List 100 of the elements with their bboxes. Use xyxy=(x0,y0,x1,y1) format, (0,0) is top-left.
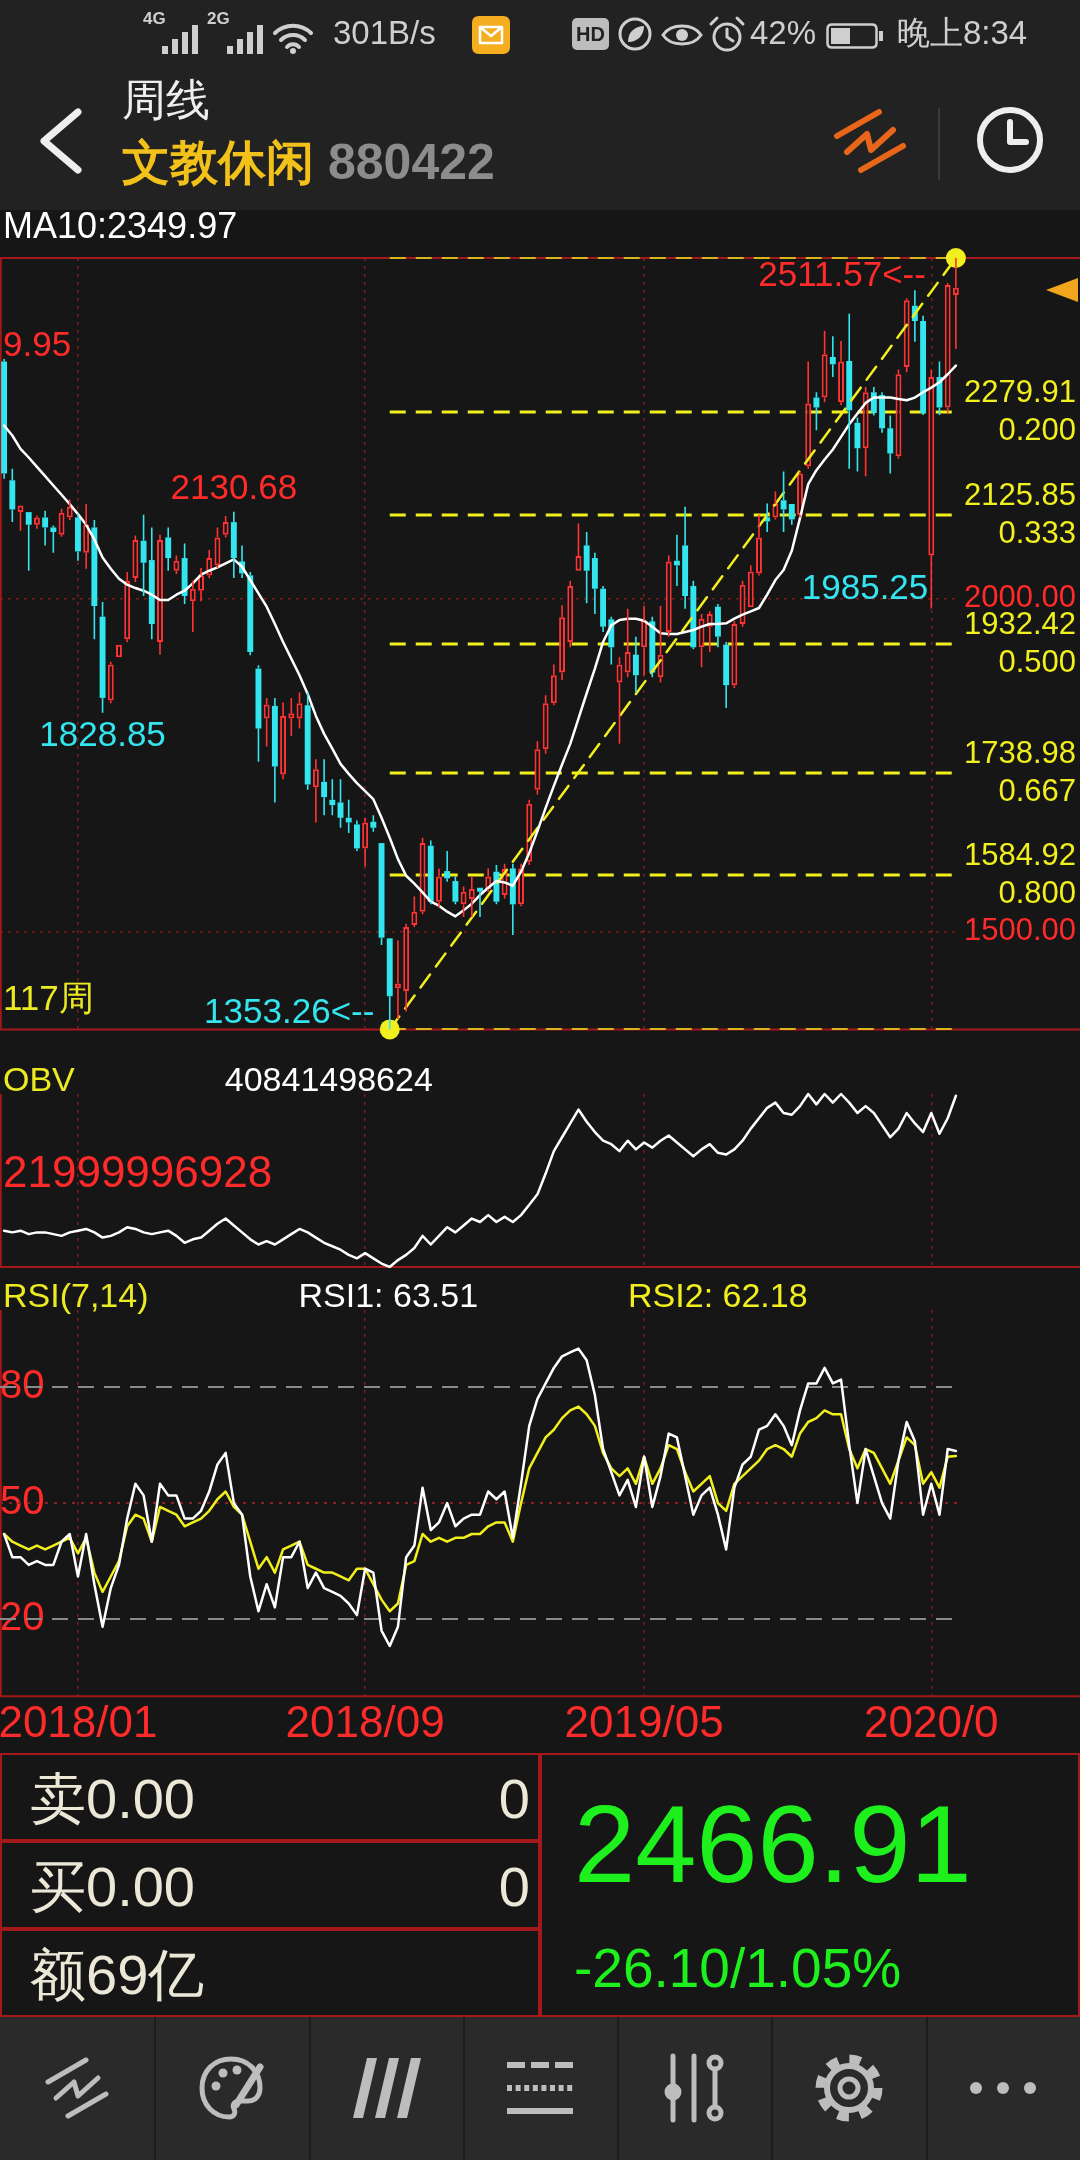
chart-subtitle: 文教休闲 880422 xyxy=(122,133,495,192)
candlestick xyxy=(665,554,672,638)
candlestick xyxy=(838,340,844,406)
text: 2G xyxy=(207,9,230,29)
candlestick xyxy=(477,887,483,918)
candlestick xyxy=(427,839,434,906)
candlestick xyxy=(821,330,828,404)
candlestick xyxy=(723,641,730,709)
candlestick xyxy=(731,620,738,689)
text: 2466.91 xyxy=(574,1782,972,1905)
candlestick xyxy=(222,515,229,539)
candlestick xyxy=(747,564,754,608)
chart-title: RSI(7,14) xyxy=(3,1276,149,1315)
candlestick xyxy=(33,514,40,530)
candlestick xyxy=(386,938,393,1031)
candlestick xyxy=(805,360,812,470)
annotation: 2130.68 xyxy=(170,466,298,506)
x-tick-label: 2020/0 xyxy=(863,1696,999,1746)
candlestick xyxy=(247,571,254,657)
candlestick xyxy=(944,282,951,414)
candlestick xyxy=(411,895,418,928)
annotation: 9.95 xyxy=(3,324,72,364)
candlestick xyxy=(542,694,549,755)
y-tick-label: 20 xyxy=(0,1593,45,1638)
candlestick xyxy=(419,836,426,916)
x-tick-label: 2019/05 xyxy=(564,1696,724,1746)
candlestick xyxy=(641,605,648,677)
candlestick xyxy=(271,697,278,804)
y-tick-label: 1500.00 xyxy=(964,912,1077,948)
annotation: 1353.26<-- xyxy=(204,990,375,1030)
candlestick xyxy=(583,531,590,605)
candlestick xyxy=(157,533,163,656)
candlestick xyxy=(920,314,927,416)
candlestick xyxy=(25,512,32,572)
candlestick xyxy=(181,542,188,605)
candlestick xyxy=(263,697,270,748)
candlestick xyxy=(173,554,180,575)
candlestick xyxy=(321,758,328,816)
candlestick xyxy=(739,579,746,628)
candlestick xyxy=(780,470,787,533)
y-tick-label: 50 xyxy=(0,1478,45,1523)
annotation: 1985.25 xyxy=(801,567,929,607)
ref-line-label: 2279.91 0.200 xyxy=(963,374,1076,448)
chart-title: 周线 xyxy=(122,74,210,126)
candlestick xyxy=(66,498,73,521)
candlestick xyxy=(682,505,689,610)
x-tick-label: 2018/01 xyxy=(0,1696,158,1746)
candlestick xyxy=(312,758,319,824)
candlestick xyxy=(829,335,836,378)
ref-line-label: 2125.85 0.333 xyxy=(963,476,1076,550)
candlestick xyxy=(132,534,139,583)
candlestick xyxy=(591,551,598,615)
candlestick xyxy=(189,579,196,633)
candlestick xyxy=(329,778,336,816)
candlestick xyxy=(928,368,935,610)
chart-title: OBV xyxy=(3,1060,76,1099)
candlestick xyxy=(632,635,639,694)
ref-line-label: 1738.98 0.667 xyxy=(963,734,1076,808)
candlestick xyxy=(756,513,762,577)
candlestick xyxy=(715,603,721,649)
ref-line-label: 1584.92 0.800 xyxy=(963,837,1076,911)
candlestick xyxy=(91,519,98,641)
candlestick xyxy=(1,358,8,480)
candlestick xyxy=(99,601,106,714)
candlestick xyxy=(83,503,90,570)
candlestick xyxy=(887,414,894,475)
text: HD xyxy=(572,18,609,50)
candlestick xyxy=(468,875,475,918)
candlestick xyxy=(879,391,886,434)
candlestick xyxy=(140,513,147,597)
candlestick xyxy=(362,817,369,868)
candlestick xyxy=(280,701,287,780)
text: 42% xyxy=(750,14,817,52)
candlestick xyxy=(198,567,204,603)
candlestick xyxy=(788,504,795,526)
candlestick xyxy=(600,585,607,633)
candlestick xyxy=(214,526,221,569)
candlestick xyxy=(148,526,155,641)
candlestick xyxy=(353,819,360,852)
candlestick xyxy=(813,391,820,431)
text: 卖0.00 xyxy=(30,1767,195,1830)
annotation: 117周 xyxy=(3,977,94,1017)
candlestick xyxy=(403,922,410,1013)
text: 买0.00 xyxy=(30,1855,195,1918)
candlestick xyxy=(460,885,467,918)
annotation: 21999996928 xyxy=(3,1147,273,1197)
candlestick xyxy=(50,524,57,554)
candlestick xyxy=(903,297,910,374)
candlestick xyxy=(107,661,114,705)
text: 0 xyxy=(498,1767,530,1830)
candlestick xyxy=(42,509,49,547)
candlestick xyxy=(9,468,16,523)
text: RSI1: 63.51 xyxy=(298,1276,479,1315)
candlestick xyxy=(846,312,853,470)
x-tick-label: 2018/09 xyxy=(285,1696,445,1746)
candlestick xyxy=(288,697,295,737)
candlestick xyxy=(444,850,451,883)
text: 301B/s xyxy=(333,14,436,52)
text: 额69亿 xyxy=(30,1943,205,2006)
candlestick xyxy=(550,663,557,707)
